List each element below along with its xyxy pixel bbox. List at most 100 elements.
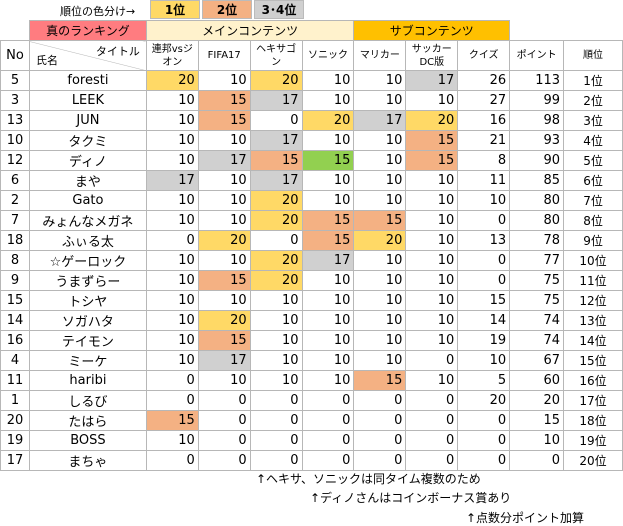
score-cell: 0	[249, 430, 303, 451]
score-cell: 10	[197, 250, 251, 271]
score-cell: 0	[145, 450, 199, 471]
player-no: 17	[0, 450, 30, 471]
note-tie: ↑ヘキサ、ソニックは同タイム複数のため	[256, 472, 481, 486]
rank-cell: 7位	[563, 190, 623, 211]
player-no: 7	[0, 210, 30, 231]
score-cell: 0	[353, 410, 407, 431]
score-cell: 15	[353, 210, 407, 231]
score-cell: 0	[457, 410, 511, 431]
table-row: 5 foresti 20 10 20 10 10 17 26 113 1位	[0, 70, 623, 91]
score-cell: 0	[145, 370, 199, 391]
score-cell: 15	[457, 290, 511, 311]
rank-cell: 15位	[563, 350, 623, 371]
rank-cell: 6位	[563, 170, 623, 191]
score-cell: 10	[301, 370, 355, 391]
player-no: 10	[0, 130, 30, 151]
score-cell: 15	[405, 150, 459, 171]
points-cell: 80	[509, 190, 565, 211]
player-name: しるび	[28, 390, 147, 411]
points-cell: 60	[509, 370, 565, 391]
score-cell: 0	[249, 410, 303, 431]
player-no: 11	[0, 370, 30, 391]
rank-cell: 19位	[563, 430, 623, 451]
player-no: 18	[0, 230, 30, 251]
score-cell: 10	[197, 290, 251, 311]
score-cell: 10	[249, 290, 303, 311]
score-cell: 10	[197, 370, 251, 391]
player-name: ミーケ	[28, 350, 147, 371]
score-cell: 10	[457, 350, 511, 371]
legend-second: 2位	[202, 0, 252, 19]
table-row: 15 トシヤ 10 10 10 10 10 10 15 75 12位	[0, 290, 623, 311]
score-cell: 10	[145, 290, 199, 311]
score-cell: 10	[197, 210, 251, 231]
player-no: 4	[0, 350, 30, 371]
score-cell: 5	[457, 370, 511, 391]
score-cell: 15	[405, 130, 459, 151]
table-row: 13 JUN 10 15 0 20 17 20 16 98 3位	[0, 110, 623, 131]
main-contents-group: メインコンテンツ	[145, 20, 355, 41]
header-no: No	[0, 40, 30, 71]
player-no: 15	[0, 290, 30, 311]
table-row: 11 haribi 0 10 10 10 15 10 5 60 16位	[0, 370, 623, 391]
score-cell: 10	[353, 190, 407, 211]
score-cell: 0	[353, 450, 407, 471]
table-row: 17 まちゃ 0 0 0 0 0 0 0 0 20位	[0, 450, 623, 471]
player-no: 2	[0, 190, 30, 211]
score-cell: 20	[197, 230, 251, 251]
col-quiz: クイズ	[457, 40, 511, 71]
score-cell: 0	[145, 230, 199, 251]
score-cell: 17	[197, 350, 251, 371]
score-cell: 10	[405, 250, 459, 271]
score-cell: 20	[353, 230, 407, 251]
score-cell: 10	[353, 130, 407, 151]
score-cell: 11	[457, 170, 511, 191]
score-cell: 10	[301, 190, 355, 211]
score-cell: 20	[457, 390, 511, 411]
player-name: BOSS	[28, 430, 147, 451]
score-cell: 10	[405, 370, 459, 391]
score-cell: 10	[301, 130, 355, 151]
table-row: 1 しるび 0 0 0 0 0 0 20 20 17位	[0, 390, 623, 411]
table-row: 2 Gato 10 10 20 10 10 10 10 80 7位	[0, 190, 623, 211]
score-cell: 0	[405, 390, 459, 411]
rank-cell: 13位	[563, 310, 623, 331]
col-hexagon: ヘキサゴン	[249, 40, 303, 71]
score-cell: 17	[145, 170, 199, 191]
score-cell: 13	[457, 230, 511, 251]
player-name: まちゃ	[28, 450, 147, 471]
score-cell: 15	[197, 110, 251, 131]
ranking-table: 真のランキング メインコンテンツ サブコンテンツ No タイトル 氏名 連邦vs…	[0, 20, 623, 471]
player-name: テイモン	[28, 330, 147, 351]
player-name: タクミ	[28, 130, 147, 151]
score-cell: 10	[301, 170, 355, 191]
score-cell: 20	[249, 70, 303, 91]
sub-contents-group: サブコンテンツ	[353, 20, 511, 41]
score-cell: 0	[249, 230, 303, 251]
score-cell: 10	[197, 130, 251, 151]
player-no: 19	[0, 430, 30, 451]
player-name: foresti	[28, 70, 147, 91]
score-cell: 0	[301, 390, 355, 411]
score-cell: 10	[405, 290, 459, 311]
score-cell: 15	[301, 210, 355, 231]
points-cell: 15	[509, 410, 565, 431]
score-cell: 10	[405, 210, 459, 231]
legend-third: 3･4位	[254, 0, 304, 19]
player-name: LEEK	[28, 90, 147, 111]
points-cell: 78	[509, 230, 565, 251]
score-cell: 10	[405, 330, 459, 351]
score-cell: 17	[353, 110, 407, 131]
score-cell: 17	[249, 130, 303, 151]
score-cell: 10	[249, 350, 303, 371]
points-cell: 74	[509, 310, 565, 331]
legend-label: 順位の色分け→	[60, 5, 136, 18]
score-cell: 16	[457, 110, 511, 131]
rank-cell: 8位	[563, 210, 623, 231]
col-marika: マリカー	[353, 40, 407, 71]
player-name: みょんなメガネ	[28, 210, 147, 231]
player-name: JUN	[28, 110, 147, 131]
table-row: 4 ミーケ 10 17 10 10 10 0 10 67 15位	[0, 350, 623, 371]
score-cell: 10	[353, 70, 407, 91]
score-cell: 0	[301, 450, 355, 471]
